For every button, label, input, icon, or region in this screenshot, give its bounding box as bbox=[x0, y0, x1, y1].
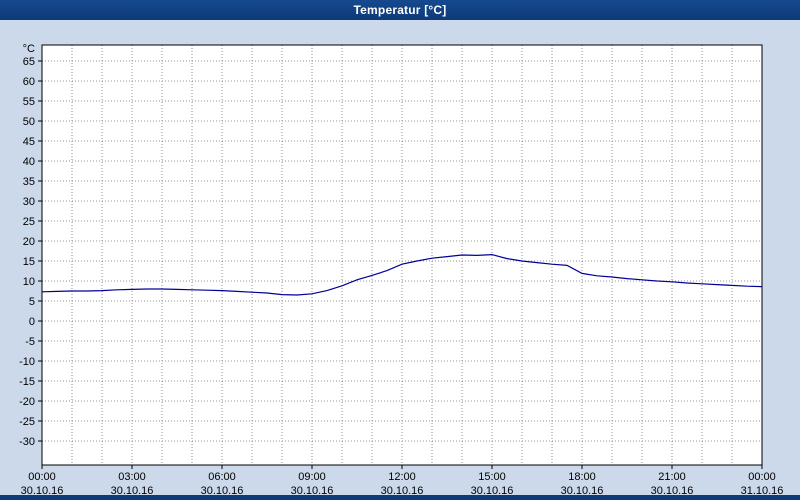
x-tick-date: 30.10.16 bbox=[651, 485, 694, 497]
y-tick-label: 55 bbox=[23, 96, 35, 108]
x-tick-time: 00:00 bbox=[28, 471, 56, 483]
y-tick-label: 5 bbox=[29, 296, 35, 308]
y-tick-label: -25 bbox=[19, 416, 35, 428]
y-tick-label: -20 bbox=[19, 396, 35, 408]
x-tick-date: 30.10.16 bbox=[111, 485, 154, 497]
y-tick-label: -10 bbox=[19, 356, 35, 368]
y-tick-label: 35 bbox=[23, 176, 35, 188]
x-tick-time: 09:00 bbox=[298, 471, 326, 483]
temperature-line bbox=[41, 253, 763, 296]
x-tick-date: 30.10.16 bbox=[201, 485, 244, 497]
y-tick-label: 45 bbox=[23, 136, 35, 148]
axis-labels: -30 -25 -20 -15 -10 -5 0 5 10 15 20 25 30 35 40 45 50 55 6… bbox=[19, 43, 783, 497]
x-tick-date: 30.10.16 bbox=[21, 485, 64, 497]
y-tick-label: -5 bbox=[25, 336, 35, 348]
y-axis-unit: °C bbox=[23, 43, 35, 55]
y-tick-label: -15 bbox=[19, 376, 35, 388]
grid-lines bbox=[42, 45, 762, 465]
y-tick-label: 15 bbox=[23, 256, 35, 268]
window-bottom-edge bbox=[0, 495, 800, 500]
y-tick-label: 0 bbox=[29, 316, 35, 328]
x-tick-date: 30.10.16 bbox=[561, 485, 604, 497]
y-tick-label: 40 bbox=[23, 156, 35, 168]
y-tick-label: 30 bbox=[23, 196, 35, 208]
y-tick-label: -30 bbox=[19, 436, 35, 448]
y-tick-label: 65 bbox=[23, 56, 35, 68]
x-tick-time: 21:00 bbox=[658, 471, 686, 483]
y-tick-label: 25 bbox=[23, 216, 35, 228]
title-bar: Temperatur [°C] bbox=[0, 0, 800, 20]
x-tick-time: 15:00 bbox=[478, 471, 506, 483]
x-tick-date: 31.10.16 bbox=[741, 485, 784, 497]
x-tick-date: 30.10.16 bbox=[291, 485, 334, 497]
x-tick-time: 00:00 bbox=[748, 471, 776, 483]
x-tick-time: 12:00 bbox=[388, 471, 416, 483]
x-tick-date: 30.10.16 bbox=[381, 485, 424, 497]
x-tick-time: 18:00 bbox=[568, 471, 596, 483]
y-tick-label: 20 bbox=[23, 236, 35, 248]
y-tick-label: 60 bbox=[23, 76, 35, 88]
x-tick-date: 30.10.16 bbox=[471, 485, 514, 497]
window-title: Temperatur [°C] bbox=[353, 3, 447, 17]
x-tick-time: 06:00 bbox=[208, 471, 236, 483]
x-tick-time: 03:00 bbox=[118, 471, 146, 483]
y-tick-label: 10 bbox=[23, 276, 35, 288]
y-tick-label: 50 bbox=[23, 116, 35, 128]
